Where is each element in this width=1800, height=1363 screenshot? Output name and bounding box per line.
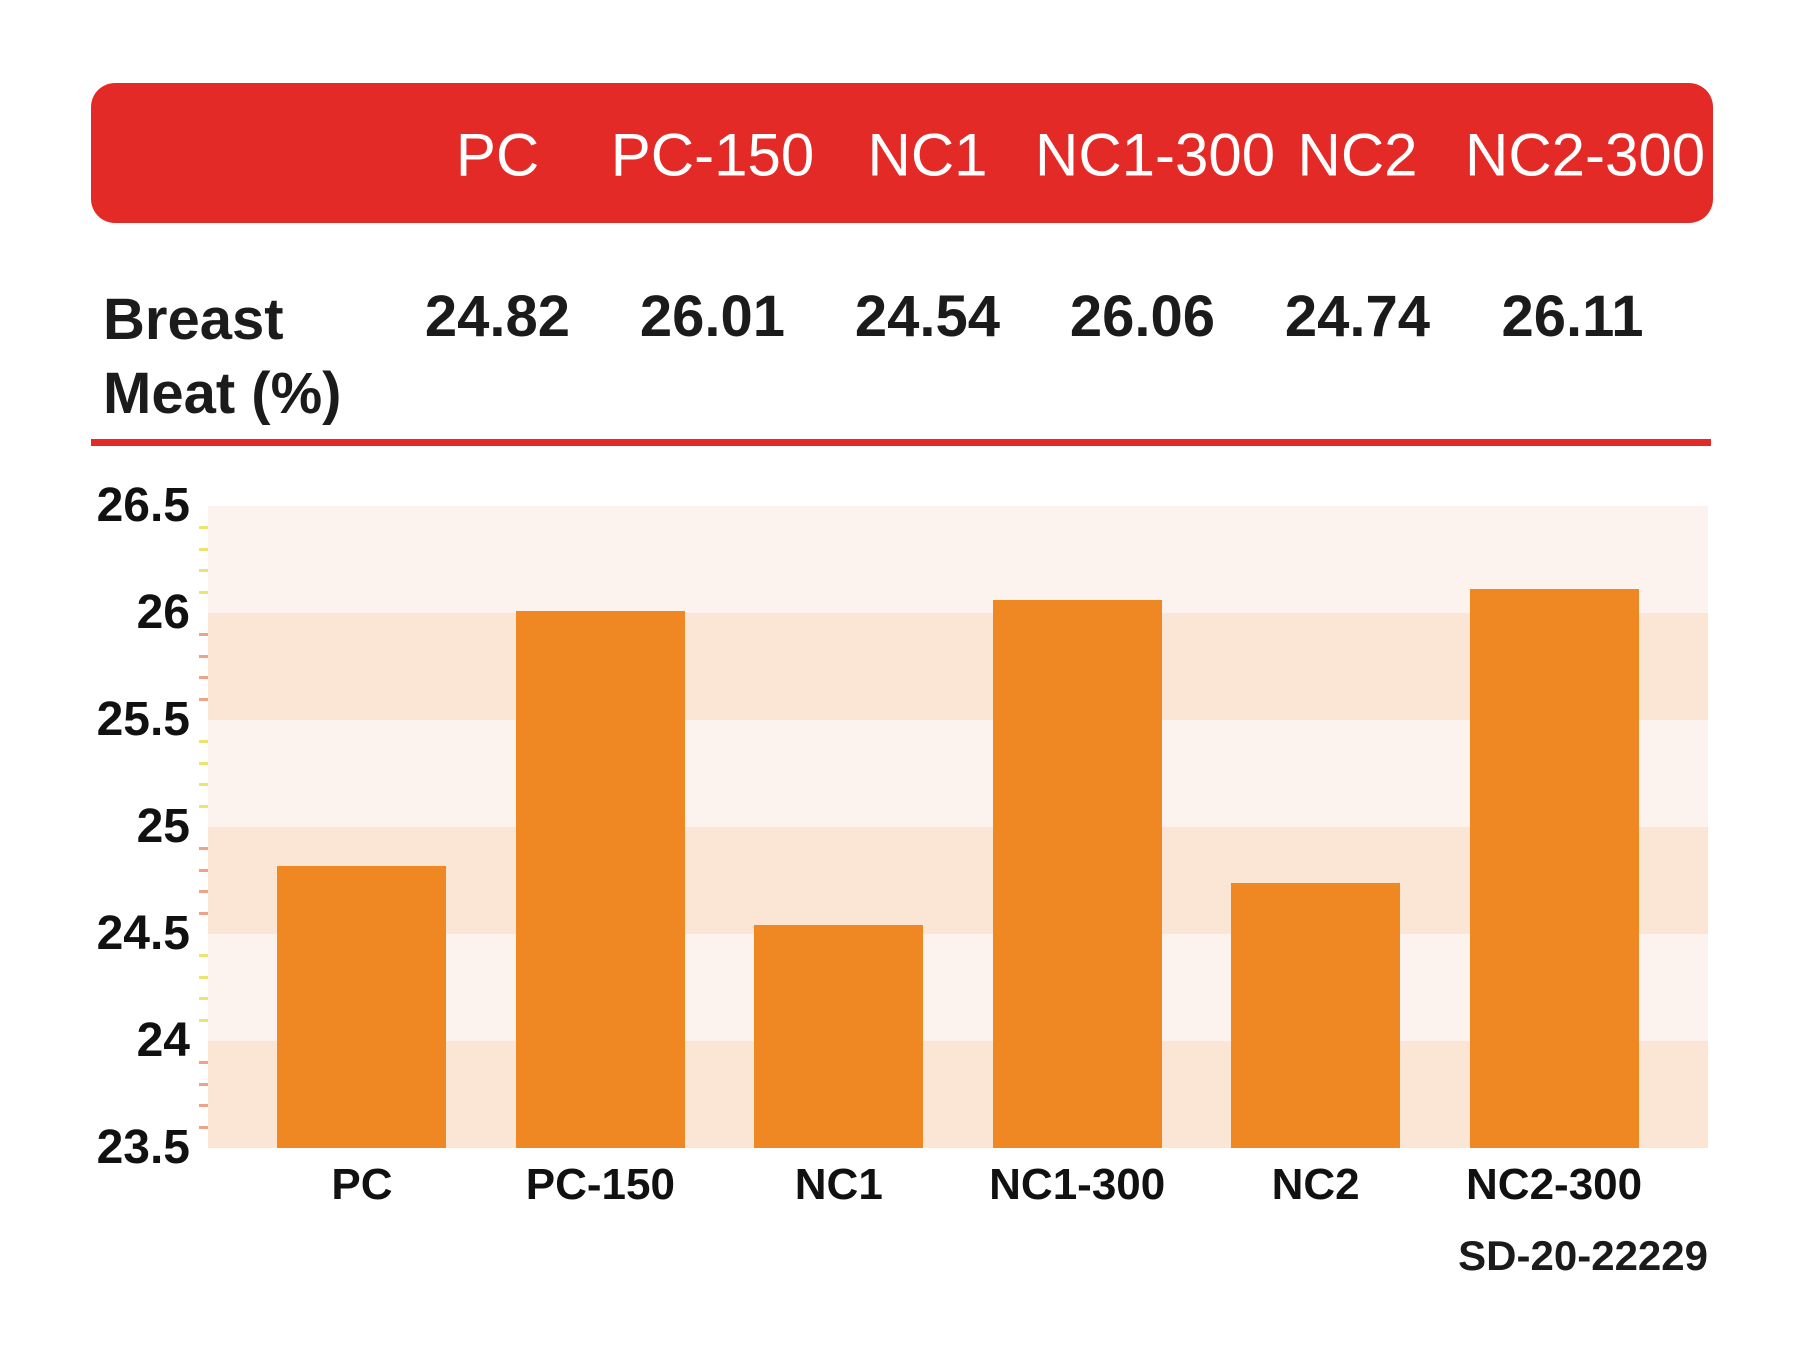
header-label-nc1300: NC1-300 [1035, 121, 1276, 189]
plot-band-light [208, 720, 1708, 827]
y-minor-tick [199, 997, 208, 1001]
y-minor-tick [199, 547, 208, 551]
table-header-bar: PC PC-150 NC1 NC1-300 NC2 NC2-300 [91, 83, 1713, 223]
plot-band-dark [208, 827, 1708, 934]
y-minor-tick [199, 1018, 208, 1022]
header-label-nc2300: NC2-300 [1465, 121, 1706, 189]
value-nc2300: 26.11 [1501, 284, 1644, 349]
x-tick-label-pc-150: PC-150 [525, 1160, 675, 1209]
y-tick-label: 26.5 [96, 479, 190, 532]
plot-band-light [208, 506, 1708, 613]
bar-nc1-300 [992, 600, 1162, 1148]
y-minor-tick [199, 804, 208, 808]
value-pc: 24.82 [424, 284, 571, 349]
value-pc150: 26.01 [639, 284, 786, 349]
y-minor-tick [199, 676, 208, 680]
plot-band-light [208, 934, 1708, 1041]
y-minor-tick [199, 1104, 208, 1108]
bar-pc [277, 865, 447, 1148]
header-label-pc150: PC-150 [610, 121, 815, 189]
row-label-line2: Meat (%) [103, 361, 342, 427]
row-label-line1: Breast [103, 287, 284, 352]
red-divider-line [91, 439, 1711, 446]
y-minor-tick [199, 569, 208, 573]
y-minor-tick [199, 911, 208, 915]
bar-pc-150 [515, 610, 685, 1148]
x-tick-label-pc: PC [331, 1160, 393, 1209]
y-tick-label: 23.5 [96, 1121, 190, 1174]
y-minor-tick [199, 697, 208, 701]
y-minor-tick [199, 1125, 208, 1129]
y-tick-label: 25.5 [96, 693, 190, 746]
y-minor-tick [199, 761, 208, 765]
x-tick-label-nc2-300: NC2-300 [1466, 1160, 1643, 1209]
y-minor-tick [199, 654, 208, 658]
y-minor-tick [199, 526, 208, 530]
bar-nc2-300 [1469, 589, 1639, 1148]
y-minor-tick [199, 975, 208, 979]
y-minor-tick [199, 1082, 208, 1086]
y-minor-tick [199, 847, 208, 851]
value-nc2: 24.74 [1284, 284, 1431, 349]
x-tick-label-nc2: NC2 [1271, 1160, 1360, 1209]
y-minor-tick [199, 633, 208, 637]
plot-band-dark [208, 1041, 1708, 1148]
y-minor-tick [199, 590, 208, 594]
bar-nc2 [1231, 882, 1401, 1148]
value-nc1: 24.54 [854, 284, 1001, 349]
bar-nc1 [754, 925, 924, 1148]
x-tick-label-nc1-300: NC1-300 [989, 1160, 1166, 1209]
footnote-code: SD-20-22229 [1458, 1232, 1708, 1279]
header-label-pc: PC [455, 121, 540, 189]
y-tick-label: 26 [136, 586, 190, 639]
y-tick-label: 24 [136, 1014, 190, 1067]
y-minor-tick [199, 1061, 208, 1065]
x-tick-label-nc1: NC1 [794, 1160, 883, 1209]
header-label-nc2: NC2 [1297, 121, 1418, 189]
y-tick-label: 25 [136, 800, 190, 853]
table-row-label: Breast Meat (%) [103, 283, 341, 431]
y-tick-label: 24.5 [96, 907, 190, 960]
value-nc1300: 26.06 [1069, 284, 1216, 349]
y-minor-tick [199, 740, 208, 744]
y-minor-tick [199, 868, 208, 872]
header-label-nc1: NC1 [867, 121, 988, 189]
y-minor-tick [199, 954, 208, 958]
plot-band-dark [208, 613, 1708, 720]
y-minor-tick [199, 783, 208, 787]
y-minor-tick [199, 890, 208, 894]
